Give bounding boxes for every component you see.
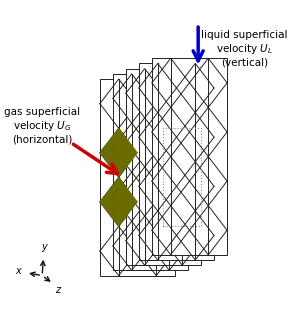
Text: gas superficial
velocity $U_G$
(horizontal): gas superficial velocity $U_G$ (horizont… [4,107,80,144]
Polygon shape [152,58,227,255]
Polygon shape [139,63,214,260]
Text: $y$: $y$ [41,242,49,254]
Polygon shape [100,177,119,227]
Polygon shape [119,128,137,177]
Polygon shape [126,69,201,265]
Polygon shape [119,177,137,227]
Text: $z$: $z$ [55,285,62,295]
Text: liquid superficial
velocity $U_L$
(vertical): liquid superficial velocity $U_L$ (verti… [201,30,288,68]
Polygon shape [113,74,188,270]
Text: $x$: $x$ [15,266,23,276]
Polygon shape [100,79,175,276]
Polygon shape [100,128,119,177]
